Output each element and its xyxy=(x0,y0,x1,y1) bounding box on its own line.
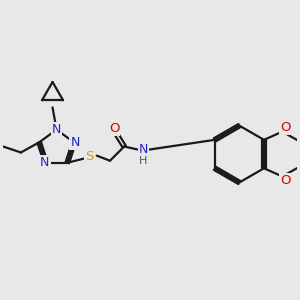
Text: N: N xyxy=(52,123,61,136)
Text: S: S xyxy=(85,150,94,163)
Text: O: O xyxy=(280,121,290,134)
Text: N: N xyxy=(70,136,80,149)
Text: N: N xyxy=(139,143,148,156)
Text: O: O xyxy=(109,122,119,135)
Text: O: O xyxy=(280,174,290,187)
Text: H: H xyxy=(139,156,148,166)
Text: N: N xyxy=(40,156,50,169)
